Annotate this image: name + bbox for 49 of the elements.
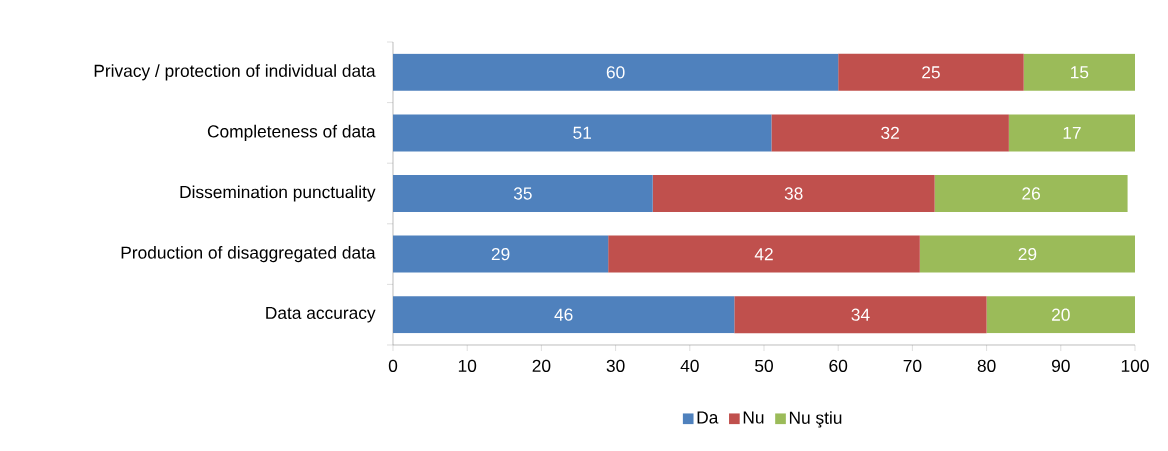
bar: [771, 114, 1009, 152]
x-tick-label: 80: [977, 359, 996, 372]
bar: [986, 296, 1135, 334]
data-label: 34: [851, 308, 870, 321]
bar: [934, 175, 1128, 212]
y-tick-label: Production of disaggregated data: [121, 246, 376, 263]
x-tick-label: 40: [680, 359, 699, 372]
x-tick-label: 100: [1121, 359, 1149, 372]
x-tick-label: 70: [903, 359, 922, 372]
data-label: 20: [1052, 308, 1070, 321]
bar: [393, 296, 735, 334]
bar: [393, 114, 772, 152]
data-label: 29: [1018, 247, 1037, 261]
bar: [1008, 114, 1135, 152]
bar: [393, 175, 653, 212]
data-label: 60: [606, 66, 625, 79]
data-label: 35: [513, 187, 532, 200]
legend-label: Nu: [743, 411, 764, 424]
x-tick-label: 50: [755, 359, 773, 372]
bar: [734, 296, 987, 334]
data-label: 17: [1063, 126, 1081, 139]
bar: [608, 235, 920, 273]
y-tick-label: Dissemination punctuality: [180, 185, 376, 202]
x-tick-label: 10: [458, 359, 477, 372]
y-tick-label: Privacy / protection of individual data: [94, 64, 376, 81]
y-tick-label: Data accuracy: [266, 306, 376, 323]
legend-label: Nu ştiu: [789, 411, 842, 428]
data-label: 42: [754, 248, 773, 261]
x-tick-label: 90: [1051, 359, 1070, 372]
data-label: 26: [1022, 187, 1041, 200]
x-tick-label: 30: [606, 359, 625, 372]
data-label: 32: [881, 126, 899, 140]
x-tick-label: 0: [388, 359, 398, 372]
data-label: 51: [573, 126, 592, 139]
bar: [393, 235, 609, 273]
bar: [919, 235, 1135, 273]
bar: [838, 53, 1024, 91]
data-label: 15: [1071, 66, 1089, 79]
bar: [393, 53, 839, 91]
data-label: 29: [491, 247, 510, 261]
legend-label: Da: [697, 411, 719, 424]
x-tick-label: 20: [532, 359, 551, 372]
bar: [1023, 53, 1135, 91]
data-label: 46: [554, 308, 573, 321]
data-label: 38: [784, 187, 803, 200]
y-tick-label: Completeness of data: [207, 124, 376, 141]
bar: [652, 175, 935, 212]
data-label: 25: [922, 66, 940, 79]
x-tick-label: 60: [829, 359, 848, 372]
